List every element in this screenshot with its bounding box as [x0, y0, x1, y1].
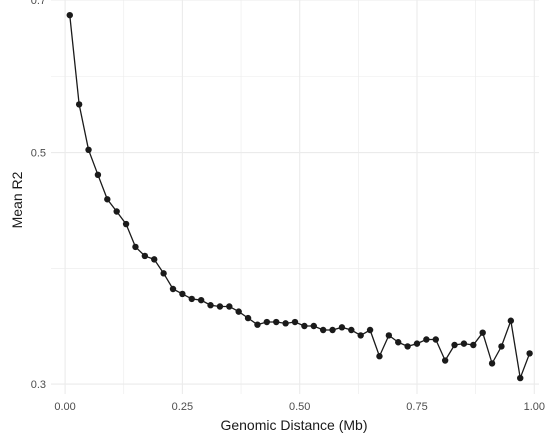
data-point: [301, 322, 308, 330]
data-point: [404, 343, 411, 350]
data-point: [395, 339, 402, 346]
data-point: [66, 11, 73, 19]
data-point: [451, 341, 458, 349]
grid-lines: [51, 0, 539, 394]
x-tick-label: 0.25: [172, 401, 193, 413]
x-tick-label: 0.00: [54, 401, 75, 413]
data-point: [441, 357, 449, 364]
tick-labels: 0.00 0.25 0.50 0.75 1.00 0.3 0.5 0.7: [31, 0, 545, 413]
y-axis-title: Mean R2: [9, 171, 25, 228]
data-point: [432, 336, 439, 343]
x-tick-label: 0.50: [289, 401, 310, 413]
data-point: [273, 318, 280, 326]
data-point: [113, 208, 120, 215]
data-point: [329, 326, 336, 334]
data-point: [169, 285, 177, 293]
data-point: [132, 243, 139, 251]
data-point: [122, 220, 130, 228]
data-point: [207, 302, 214, 309]
y-tick-label: 0.5: [31, 148, 46, 160]
data-point: [479, 329, 486, 336]
data-point: [282, 320, 289, 327]
x-axis-title: Genomic Distance (Mb): [220, 417, 367, 433]
data-point: [235, 308, 242, 315]
data-point: [160, 270, 167, 277]
data-point: [75, 101, 83, 108]
data-point: [179, 290, 186, 298]
data-point: [357, 332, 364, 339]
data-point: [291, 318, 299, 326]
data-point: [338, 324, 346, 331]
data-point: [423, 336, 430, 343]
data-point: [310, 322, 317, 330]
data-point: [348, 326, 355, 334]
data-point: [366, 326, 374, 334]
data-point: [498, 343, 505, 350]
data-point: [460, 340, 468, 347]
x-tick-label: 0.75: [406, 401, 427, 413]
data-point: [104, 196, 111, 203]
data-point: [226, 303, 233, 310]
y-tick-label: 0.7: [31, 0, 46, 7]
data-point: [216, 303, 224, 310]
data-point: [188, 295, 195, 303]
data-point: [319, 326, 327, 334]
data-point: [517, 374, 524, 382]
data-point: [470, 341, 477, 349]
data-point: [94, 171, 102, 179]
y-tick-label: 0.3: [31, 379, 46, 391]
data-point: [413, 340, 421, 347]
plot-panel: [51, 0, 539, 394]
data-point: [141, 252, 149, 260]
data-point: [85, 146, 92, 154]
data-point: [526, 350, 533, 357]
data-point: [376, 353, 383, 360]
data-point: [263, 318, 271, 326]
data-point: [254, 321, 261, 328]
x-tick-label: 1.00: [524, 401, 545, 413]
data-point: [197, 296, 205, 304]
data-points: [66, 11, 533, 382]
data-point: [507, 317, 515, 324]
data-point: [385, 332, 393, 339]
data-point: [244, 314, 252, 322]
data-point: [488, 360, 496, 367]
data-point: [151, 256, 158, 263]
